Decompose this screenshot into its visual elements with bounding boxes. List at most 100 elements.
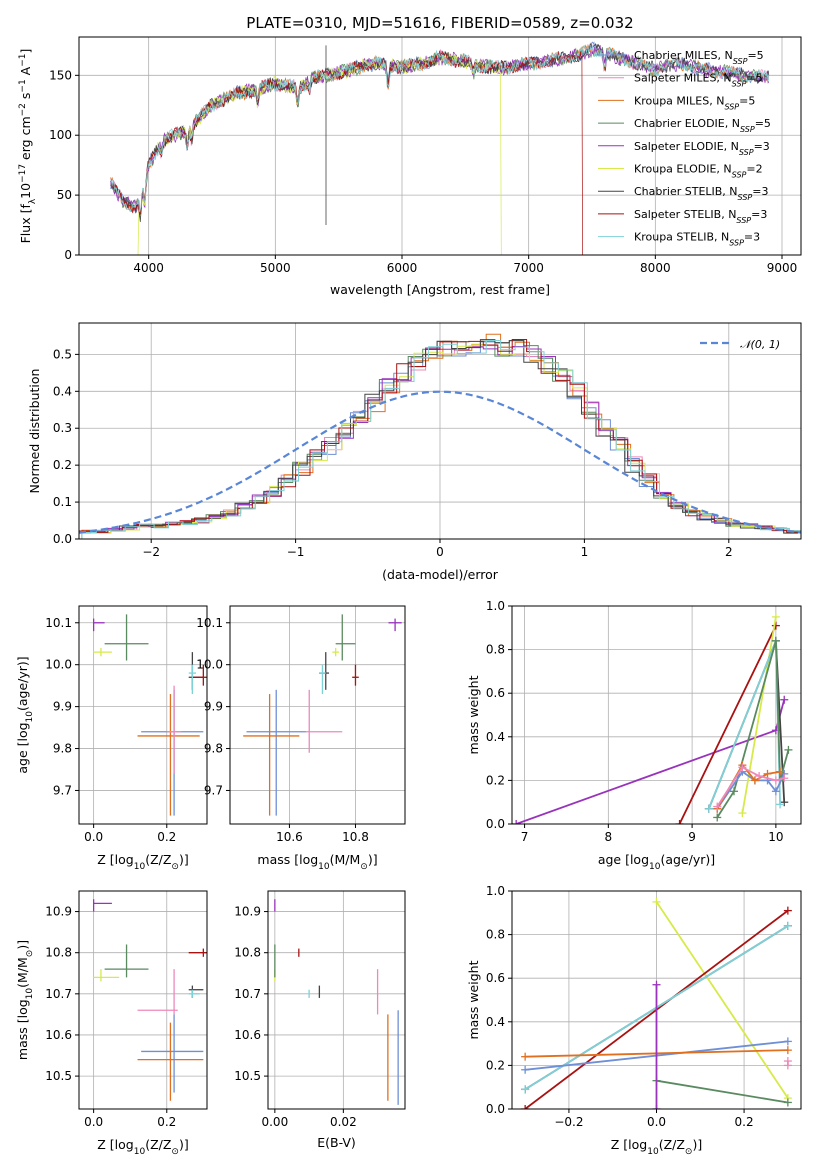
age-vs-mass-xlabel: mass [log10(M/M⊙)] bbox=[257, 852, 377, 872]
legend-sub: SSP bbox=[738, 193, 753, 202]
massweight-vs-Z-xlabel-part: (Z/Z bbox=[659, 1137, 685, 1152]
massweight_vs_age-ytick-label: 0.4 bbox=[486, 730, 505, 744]
mass_vs_EBV-ytick-label: 10.6 bbox=[234, 1028, 261, 1042]
massweight_vs_Z-frame bbox=[511, 890, 802, 1110]
legend-tail: =3 bbox=[754, 140, 770, 153]
residuals-xtick-label: 0 bbox=[436, 545, 444, 559]
age_vs_Z-ytick-label: 9.7 bbox=[53, 783, 72, 797]
residual-hist-chabrier_stelib bbox=[79, 339, 799, 534]
age_vs_Z-frame bbox=[78, 605, 208, 825]
legend-sub: SSP bbox=[733, 57, 748, 66]
age-vs-Z-ylabel: age [log10(age/yr)] bbox=[15, 656, 35, 773]
massweight-vs-Z-xlabel: Z [log10(Z/Z⊙)] bbox=[611, 1137, 702, 1157]
spectrum-ylabel-part: −17 bbox=[18, 164, 28, 183]
legend-text: Kroupa ELODIE, N bbox=[634, 163, 732, 176]
legend-entry-salpeter_elodie: Salpeter ELODIE, NSSP=3 bbox=[634, 140, 770, 157]
spectrum-xtick-label: 9000 bbox=[767, 261, 798, 275]
legend-text: Salpeter STELIB, N bbox=[634, 208, 736, 221]
age_vs_Z-panel: 0.0 0.29.79.89.910.010.1Z [log10(Z/Z⊙)]ag… bbox=[15, 605, 208, 872]
massweight-vs-age-xlabel: age [log10(age/yr)] bbox=[598, 852, 715, 872]
mass_vs_EBV-xtick-label: 0.00 bbox=[261, 1115, 288, 1129]
mass_vs_Z-ytick-label: 10.6 bbox=[45, 1028, 72, 1042]
legend-tail: =5 bbox=[739, 94, 755, 107]
age-vs-Z-xlabel-part: ⊙ bbox=[171, 862, 179, 872]
massweight-vs-age-xlabel-part: (age/yr)] bbox=[660, 852, 715, 867]
massweight_vs_Z-ytick-label: 0.4 bbox=[486, 1015, 505, 1029]
massweight_vs_Z-ytick-label: 1.0 bbox=[486, 884, 505, 898]
age-vs-mass-xlabel-part: (M/M bbox=[330, 852, 361, 867]
massweight_vs_age-ytick-label: 1.0 bbox=[486, 599, 505, 613]
massweight_vs_Z-series-kroupa_elodie bbox=[655, 901, 789, 1099]
age-vs-mass-xlabel-part: )] bbox=[368, 852, 378, 867]
age-vs-Z-xlabel-part: 10 bbox=[134, 862, 146, 872]
gaussian-curve bbox=[79, 390, 801, 534]
age-vs-Z-xlabel-part: )] bbox=[179, 852, 189, 867]
residuals-xtick-label: 2 bbox=[725, 545, 733, 559]
age_vs_Z-xtick-label: 0.2 bbox=[157, 830, 176, 844]
mass-vs-Z-ylabel-part: mass [log bbox=[15, 999, 30, 1060]
age_vs_Z-ytick-label: 9.8 bbox=[53, 742, 72, 756]
legend-text: Chabrier MILES, N bbox=[634, 49, 733, 62]
mass-vs-Z-ylabel-part: ⊙ bbox=[25, 950, 35, 958]
legend-sub: SSP bbox=[740, 125, 755, 134]
mass-vs-EBV-xlabel: E(B-V) bbox=[317, 1135, 356, 1150]
mass_vs_EBV-panel: 0.00 0.02 10.5 10.6 10.7 10.8 10.9 E(B-V) bbox=[234, 890, 406, 1150]
age_vs_Z-ytick-label: 9.9 bbox=[53, 700, 72, 714]
massweight_vs_Z-ytick-label: 0.6 bbox=[486, 971, 505, 985]
spectrum-xtick-label: 7000 bbox=[513, 261, 544, 275]
massweight_vs_age-xtick-label: 7 bbox=[521, 830, 529, 844]
legend-tail: =3 bbox=[752, 185, 768, 198]
figure-title: PLATE=0310, MJD=51616, FIBERID=0589, z=0… bbox=[246, 14, 633, 32]
legend-tail: =5 bbox=[755, 117, 771, 130]
mass_vs_EBV-ytick-label: 10.9 bbox=[234, 905, 261, 919]
legend-text: Kroupa MILES, N bbox=[634, 94, 724, 107]
mass_vs_Z-ytick-label: 10.8 bbox=[45, 946, 72, 960]
spectrum-ylabel-part: λ bbox=[28, 198, 38, 204]
age-vs-Z-xlabel-part: (Z/Z bbox=[145, 852, 171, 867]
spectrum-ylabel-part: s bbox=[18, 93, 33, 104]
legend-tail: =2 bbox=[746, 163, 762, 176]
spectrum-ytick-label: 150 bbox=[49, 68, 72, 82]
spectrum-ytick-label: 50 bbox=[57, 188, 72, 202]
legend-sub: SSP bbox=[729, 238, 744, 247]
spectrum-panel: 4000 5000 6000 7000 8000 9000 0 50 100 150 wavelen… bbox=[18, 36, 802, 297]
residuals-frame bbox=[78, 322, 802, 540]
age_vs_mass-ytick-label: 9.9 bbox=[204, 700, 223, 714]
massweight_vs_age-series-chabrier_miles bbox=[716, 770, 786, 810]
age-vs-Z-ylabel-part: 10 bbox=[25, 711, 35, 723]
spectrum-ylabel-part: Flux [f bbox=[18, 204, 33, 244]
age-vs-mass-xlabel-part: 10 bbox=[318, 862, 330, 872]
legend-entry-salpeter_stelib: Salpeter STELIB, NSSP=3 bbox=[634, 208, 767, 225]
massweight_vs_age-ylabel: mass weight bbox=[466, 675, 481, 754]
mass_vs_EBV-ytick-label: 10.8 bbox=[234, 946, 261, 960]
residuals-ylabel: Normed distribution bbox=[27, 369, 42, 494]
mass_vs_Z-xtick-label: 0.0 bbox=[84, 1115, 103, 1129]
spectrum-line-kroupa_stelib bbox=[110, 44, 770, 213]
age_vs_mass-frame bbox=[229, 605, 406, 825]
massweight_vs_Z-series-chabrier_elodie bbox=[656, 1079, 789, 1104]
legend-tail: =5 bbox=[746, 72, 762, 85]
massweight-vs-Z-xlabel-part: )] bbox=[692, 1137, 702, 1152]
massweight_vs_Z-panel: −0.2 0.0 0.2 0.0 0.2 0.4 0.6 0.8 1.0 mass weight Z… bbox=[466, 884, 802, 1157]
legend-sub: SSP bbox=[739, 147, 754, 156]
massweight_vs_age-series-salpeter_stelib bbox=[678, 625, 777, 824]
residuals-panel: −2 −1 0 1 2 0.0 0.1 0.2 0.3 0.4 0.5 (data-model)/er… bbox=[27, 322, 802, 582]
mass-vs-Z-xlabel-part: 10 bbox=[134, 1147, 146, 1157]
age-vs-Z-ylabel-part: (age/yr)] bbox=[15, 656, 30, 711]
mass-vs-Z-xlabel-part: ⊙ bbox=[171, 1147, 179, 1157]
massweight_vs_age-ytick-label: 0.2 bbox=[486, 773, 505, 787]
legend-sub: SSP bbox=[724, 102, 739, 111]
legend-text: Salpeter ELODIE, N bbox=[634, 140, 739, 153]
residual-hist-chabrier_miles bbox=[79, 341, 799, 534]
age-vs-Z-ylabel-part: age [log bbox=[15, 722, 30, 773]
mass_vs_EBV-frame bbox=[267, 890, 406, 1110]
massweight_vs_Z-ytick-label: 0.0 bbox=[486, 1102, 505, 1116]
massweight_vs_Z-ylabel: mass weight bbox=[466, 960, 481, 1039]
residual-hist-kroupa_stelib bbox=[81, 340, 801, 539]
legend-tail: =3 bbox=[751, 208, 767, 221]
spectrum-ylabel-part: −1 bbox=[18, 79, 28, 92]
legend-sub: SSP bbox=[736, 215, 751, 224]
age-vs-Z-xlabel-part: Z [log bbox=[97, 852, 133, 867]
spectrum-xtick-label: 6000 bbox=[387, 261, 418, 275]
